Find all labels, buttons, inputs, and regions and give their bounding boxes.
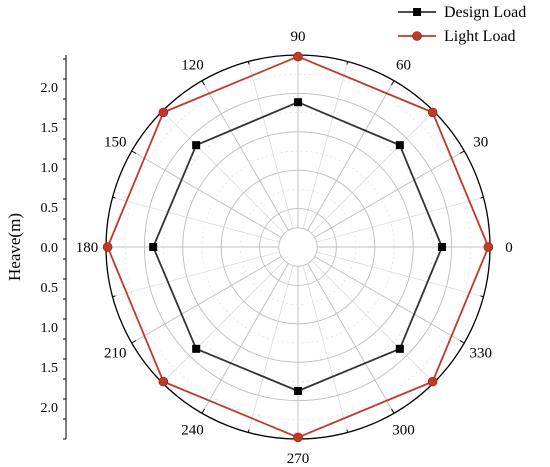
grid-circle-minor	[124, 73, 472, 421]
angle-tick	[480, 196, 484, 199]
angle-label: 30	[473, 135, 488, 151]
radial-tick-label: 2.0	[41, 401, 59, 416]
grid-spoke	[311, 110, 435, 234]
grid-spoke	[131, 256, 282, 344]
angle-labels: 0 30 60 90 120 150 180 210 240 270 300 330	[76, 29, 513, 467]
angle-label: 120	[181, 57, 204, 73]
radial-tick-label: 0.5	[41, 201, 59, 216]
angle-tick	[131, 150, 137, 154]
angle-label: 300	[392, 423, 415, 439]
grid-spoke	[316, 196, 484, 243]
grid-spoke	[307, 263, 395, 414]
radial-tick-label: 0.5	[41, 281, 59, 296]
angle-tick	[201, 80, 205, 86]
grid-circle-minor	[240, 189, 356, 305]
grid-spoke	[302, 265, 349, 433]
grid-circle-minor	[201, 150, 395, 344]
legend-marker	[413, 8, 421, 16]
angle-label: 60	[396, 57, 411, 73]
angle-tick	[112, 196, 116, 199]
radial-tick-label: 1.5	[41, 361, 59, 376]
grid-spoke	[201, 263, 289, 414]
radial-axis: 0.0 0.5 1.0 1.5 2.0 0.5 1.0 1.5 2.0	[41, 55, 67, 440]
polar-grid	[106, 55, 490, 439]
data-point	[427, 376, 438, 387]
grid-spoke	[112, 251, 280, 298]
radial-tick-label: 0.0	[41, 241, 59, 256]
data-point	[294, 387, 302, 395]
data-point	[192, 344, 201, 353]
grid-circle	[220, 169, 376, 325]
grid-spoke	[316, 251, 484, 298]
grid-spoke	[311, 260, 435, 384]
data-point	[149, 243, 158, 251]
radial-tick-label: 1.0	[41, 161, 59, 176]
grid-spoke	[161, 110, 285, 234]
y-axis-label: Heave(m)	[5, 213, 24, 281]
angle-tick	[247, 429, 250, 433]
series-2	[102, 51, 494, 443]
grid-spoke	[247, 265, 294, 433]
data-point	[294, 98, 302, 107]
data-point	[293, 51, 303, 62]
grid-spoke	[247, 61, 294, 229]
grid-spoke	[314, 256, 465, 344]
angle-tick	[112, 295, 116, 298]
legend-item: Light Load	[398, 28, 516, 45]
angle-label: 330	[469, 346, 492, 362]
data-point	[395, 141, 404, 150]
angle-tick	[346, 429, 349, 433]
data-point	[293, 432, 303, 443]
grid-spoke	[161, 260, 285, 384]
angle-tick	[391, 80, 395, 86]
angle-tick	[480, 295, 484, 298]
data-point	[483, 242, 494, 252]
angle-label: 150	[104, 135, 127, 151]
legend-item: Design Load	[398, 4, 526, 21]
grid-spoke	[302, 61, 349, 229]
grid-circle-minor	[163, 112, 433, 382]
radial-tick-label: 2.0	[41, 81, 59, 96]
legend-label: Design Load	[444, 4, 526, 21]
angle-label: 180	[76, 240, 99, 256]
grid-circle	[259, 208, 337, 286]
angle-tick	[247, 61, 250, 65]
data-point	[192, 141, 201, 150]
data-point	[158, 376, 169, 387]
angle-label: 0	[505, 240, 513, 256]
angle-label: 210	[104, 346, 127, 362]
angle-tick	[459, 340, 465, 344]
angle-label: 90	[291, 29, 306, 45]
angle-tick	[131, 340, 137, 344]
grid-spoke	[112, 196, 280, 243]
data-point	[158, 107, 169, 118]
series-1	[149, 98, 446, 395]
legend: Design Load Light Load	[398, 4, 526, 45]
series-layer	[102, 51, 494, 443]
radial-tick-label: 1.0	[41, 321, 59, 336]
grid-circle	[278, 227, 318, 267]
data-point	[102, 242, 113, 252]
grid-spoke	[307, 80, 395, 231]
data-point	[395, 344, 404, 353]
angle-label: 240	[181, 423, 204, 439]
data-point	[438, 243, 446, 251]
angle-tick	[459, 150, 465, 154]
grid-spoke	[201, 80, 289, 231]
grid-spoke	[131, 150, 282, 238]
grid-circle	[143, 92, 453, 402]
radial-tick-label: 1.5	[41, 121, 59, 136]
angle-tick	[201, 408, 205, 414]
grid-spoke	[314, 150, 465, 238]
data-point	[427, 107, 438, 118]
legend-label: Light Load	[444, 28, 516, 45]
angle-tick	[391, 408, 395, 414]
angle-tick	[346, 61, 349, 65]
grid-circle	[182, 131, 414, 363]
legend-marker	[412, 31, 422, 41]
angle-label: 270	[287, 451, 310, 467]
